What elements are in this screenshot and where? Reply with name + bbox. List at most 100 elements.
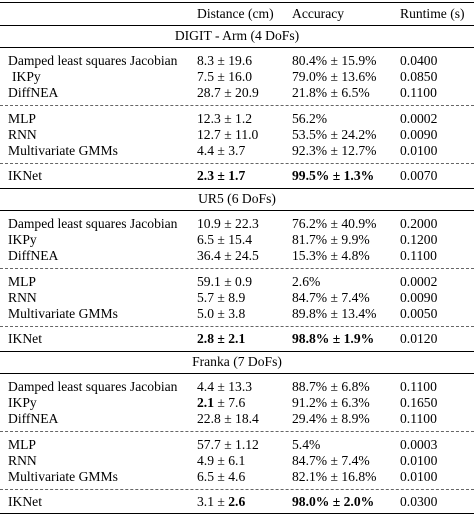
runtime-cell: 0.0100 [400,143,438,158]
method-cell: DiffNEA [8,411,59,426]
runtime-cell: 0.0090 [400,290,438,305]
table-row: IKNet 2.3 ± 1.7 99.5% ± 1.3% 0.0070 [0,167,474,185]
method-cell: Damped least squares Jacobian [8,379,178,394]
distance-cell: 4.9 ± 6.1 [197,453,246,468]
table-row: RNN 4.9 ± 6.1 84.7% ± 7.4% 0.0100 [0,452,474,470]
group-divider [0,326,474,327]
distance-cell: 6.5 ± 15.4 [197,232,253,247]
accuracy-cell: 29.4% ± 8.9% [292,411,370,426]
distance-cell: 12.3 ± 1.2 [197,111,253,126]
table-row: IKPy 2.1 ± 7.6 91.2% ± 6.3% 0.1650 [0,394,474,412]
distance-cell: 4.4 ± 13.3 [197,379,253,394]
runtime-cell: 0.0400 [400,53,438,68]
table-row: DiffNEA 36.4 ± 24.5 15.3% ± 4.8% 0.1100 [0,247,474,265]
table-row: IKNet 3.1 ± 2.6 98.0% ± 2.0% 0.0300 [0,493,474,511]
runtime-cell: 0.1200 [400,232,438,247]
group-divider [0,163,474,164]
runtime-cell: 0.0100 [400,453,438,468]
method-cell: IKPy [8,395,37,410]
runtime-cell: 0.0300 [400,494,438,509]
distance-cell: 2.3 ± 1.7 [197,168,246,183]
table-row: Multivariate GMMs 5.0 ± 3.8 89.8% ± 13.4… [0,305,474,323]
method-cell: MLP [8,437,36,452]
group-divider [0,268,474,269]
runtime-cell: 0.1100 [400,85,437,100]
method-cell: Multivariate GMMs [8,306,118,321]
runtime-cell: 0.0070 [400,168,438,183]
runtime-cell: 0.0002 [400,274,438,289]
accuracy-cell: 99.5% ± 1.3% [292,168,375,183]
distance-cell: 7.5 ± 16.0 [197,69,253,84]
method-cell: MLP [8,111,36,126]
distance-cell: 36.4 ± 24.5 [197,248,259,263]
distance-std-bold: 2.6 [228,494,246,509]
method-cell: RNN [8,127,37,142]
runtime-cell: 0.0120 [400,331,438,346]
method-cell: RNN [8,290,37,305]
header-row: Distance (cm) Accuracy Runtime (s) [0,5,474,23]
method-cell: IKPy [12,69,41,84]
method-cell: RNN [8,453,37,468]
method-cell: IKNet [8,331,42,346]
table-row: RNN 12.7 ± 11.0 53.5% ± 24.2% 0.0090 [0,126,474,144]
distance-cell: 8.3 ± 19.6 [197,53,253,68]
top-rule [0,2,474,3]
method-cell: IKNet [8,168,42,183]
accuracy-cell: 84.7% ± 7.4% [292,453,370,468]
table-row: MLP 57.7 ± 1.12 5.4% 0.0003 [0,436,474,454]
method-cell: IKNet [8,494,42,509]
distance-mean-bold: 2.1 [197,395,214,410]
table-row: Damped least squares Jacobian 8.3 ± 19.6… [0,52,474,70]
accuracy-cell: 76.2% ± 40.9% [292,216,377,231]
runtime-cell: 0.0090 [400,127,438,142]
accuracy-cell: 21.8% ± 6.5% [292,85,370,100]
runtime-cell: 0.0050 [400,306,438,321]
runtime-cell: 0.1100 [400,248,437,263]
method-cell: IKPy [8,232,37,247]
runtime-cell: 0.1100 [400,379,437,394]
section-rule [0,210,474,211]
table-row: MLP 59.1 ± 0.9 2.6% 0.0002 [0,273,474,291]
distance-cell: 59.1 ± 0.9 [197,274,253,289]
distance-cell: 12.7 ± 11.0 [197,127,259,142]
accuracy-cell: 15.3% ± 4.8% [292,248,370,263]
distance-cell: 5.0 ± 3.8 [197,306,246,321]
group-divider [0,431,474,432]
accuracy-cell: 2.6% [292,274,321,289]
distance-cell: 10.9 ± 22.3 [197,216,259,231]
table-row: RNN 5.7 ± 8.9 84.7% ± 7.4% 0.0090 [0,289,474,307]
table-row: IKNet 2.8 ± 2.1 98.8% ± 1.9% 0.0120 [0,330,474,348]
distance-cell: 2.8 ± 2.1 [197,331,246,346]
distance-mean: 3.1 ± [197,494,229,509]
accuracy-cell: 84.7% ± 7.4% [292,290,370,305]
method-cell: DiffNEA [8,248,59,263]
header-distance: Distance (cm) [197,6,274,21]
distance-cell: 4.4 ± 3.7 [197,143,246,158]
section-rule [0,188,474,189]
accuracy-cell: 91.2% ± 6.3% [292,395,370,410]
accuracy-cell: 79.0% ± 13.6% [292,69,377,84]
runtime-cell: 0.0100 [400,469,438,484]
method-cell: MLP [8,274,36,289]
accuracy-cell: 81.7% ± 9.9% [292,232,370,247]
group-divider [0,105,474,106]
header-rule [0,25,474,26]
distance-cell: 28.7 ± 20.9 [197,85,259,100]
section-title-franka: Franka (7 DoFs) [192,354,282,369]
accuracy-cell: 82.1% ± 16.8% [292,469,377,484]
section-title-digit: DIGIT - Arm (4 DoFs) [174,28,300,43]
method-cell: DiffNEA [8,85,59,100]
runtime-cell: 0.1650 [400,395,438,410]
table-row: Damped least squares Jacobian 10.9 ± 22.… [0,215,474,233]
table-row: Multivariate GMMs 4.4 ± 3.7 92.3% ± 12.7… [0,142,474,160]
distance-cell: 2.1 ± 7.6 [197,394,245,412]
method-cell: Damped least squares Jacobian [8,216,178,231]
method-cell: Damped least squares Jacobian [8,53,178,68]
accuracy-cell: 88.7% ± 6.8% [292,379,370,394]
table-row: Damped least squares Jacobian 4.4 ± 13.3… [0,378,474,396]
section-rule [0,373,474,374]
method-cell: Multivariate GMMs [8,143,118,158]
runtime-cell: 0.0850 [400,69,438,84]
distance-cell: 6.5 ± 4.6 [197,469,246,484]
